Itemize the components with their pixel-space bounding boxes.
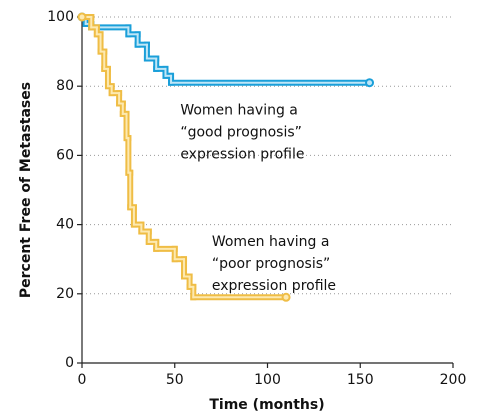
y-tick-label: 40 bbox=[56, 217, 74, 233]
y-tick-label: 60 bbox=[56, 147, 74, 163]
annotation: expression profile bbox=[212, 278, 336, 294]
annotation: “good prognosis” bbox=[180, 124, 302, 140]
x-axis-label: Time (months) bbox=[209, 397, 324, 413]
annotation: “poor prognosis” bbox=[212, 256, 330, 272]
y-tick-label: 20 bbox=[56, 286, 74, 302]
x-tick-label: 100 bbox=[254, 372, 281, 388]
annotation: Women having a bbox=[180, 102, 298, 118]
x-tick-label: 200 bbox=[440, 372, 467, 388]
end-point bbox=[365, 78, 375, 88]
annotation: expression profile bbox=[180, 146, 304, 162]
annotation: Women having a bbox=[212, 234, 330, 250]
x-tick-label: 50 bbox=[166, 372, 184, 388]
x-tick-label: 0 bbox=[78, 372, 87, 388]
start-point bbox=[77, 12, 87, 22]
y-axis-label: Percent Free of Metastases bbox=[18, 82, 34, 298]
end-point bbox=[281, 292, 291, 302]
y-tick-label: 100 bbox=[47, 9, 74, 25]
y-tick-label: 80 bbox=[56, 78, 74, 94]
x-tick-label: 150 bbox=[347, 372, 374, 388]
y-tick-label: 0 bbox=[65, 355, 74, 371]
